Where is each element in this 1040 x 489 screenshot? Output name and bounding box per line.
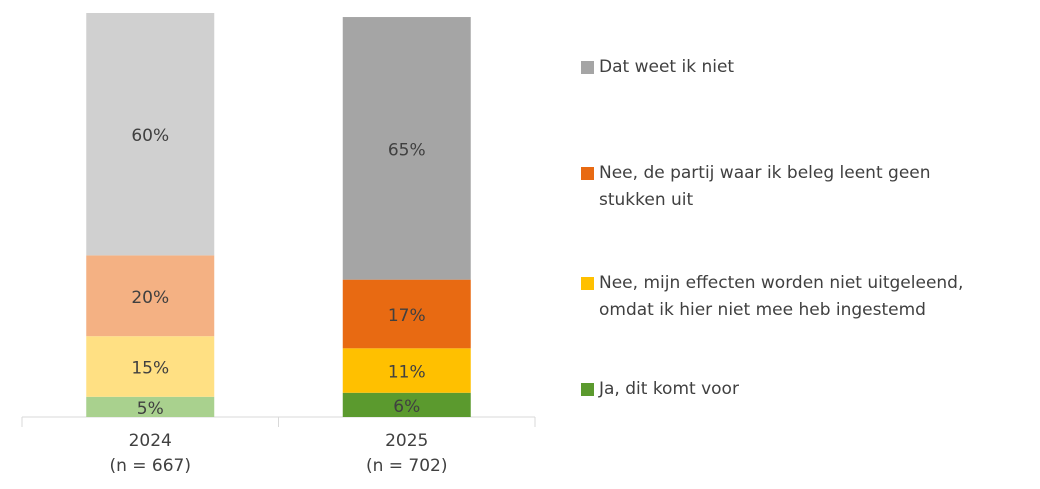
data-label: 17% bbox=[388, 306, 426, 326]
data-label: 15% bbox=[131, 359, 169, 379]
data-label: 11% bbox=[388, 363, 426, 383]
data-label: 5% bbox=[137, 399, 164, 419]
data-label: 20% bbox=[131, 288, 169, 308]
x-tick-note: (n = 702) bbox=[366, 456, 448, 476]
legend-swatch bbox=[581, 383, 594, 396]
legend-swatch bbox=[581, 61, 594, 74]
x-tick-label: 2025 bbox=[385, 431, 428, 451]
legend-swatch bbox=[581, 277, 594, 290]
bar-segment bbox=[342, 348, 471, 393]
legend-label: Nee, mijn effecten worden niet uitgeleen… bbox=[599, 273, 964, 320]
data-label: 65% bbox=[388, 140, 426, 160]
bar-segment bbox=[342, 279, 471, 349]
legend-item: Nee, de partij waar ik beleg leent geen … bbox=[581, 160, 1001, 214]
data-label: 60% bbox=[131, 126, 169, 146]
plot: 2024 (n = 667) 5% 15% 20% 60% 2025 (n = 702) 6% 1… bbox=[21, 13, 536, 476]
legend-label: Ja, dit komt voor bbox=[599, 379, 739, 399]
x-tick-note: (n = 667) bbox=[109, 456, 191, 476]
legend-label: Dat weet ik niet bbox=[599, 57, 735, 77]
x-tick-label: 2024 bbox=[129, 431, 172, 451]
bar-segment bbox=[86, 13, 215, 256]
legend-label: Nee, de partij waar ik beleg leent geen … bbox=[599, 163, 931, 210]
bar-segment bbox=[86, 396, 215, 417]
legend-swatch bbox=[581, 167, 594, 180]
legend-item: Dat weet ik niet bbox=[581, 54, 1001, 81]
bar-segment bbox=[342, 392, 471, 417]
legend-item: Ja, dit komt voor bbox=[581, 376, 1001, 403]
bar-segment bbox=[86, 336, 215, 397]
bar-segment bbox=[342, 17, 471, 280]
data-label: 6% bbox=[393, 397, 420, 417]
bar-segment bbox=[86, 255, 215, 337]
legend-item: Nee, mijn effecten worden niet uitgeleen… bbox=[581, 270, 1001, 324]
